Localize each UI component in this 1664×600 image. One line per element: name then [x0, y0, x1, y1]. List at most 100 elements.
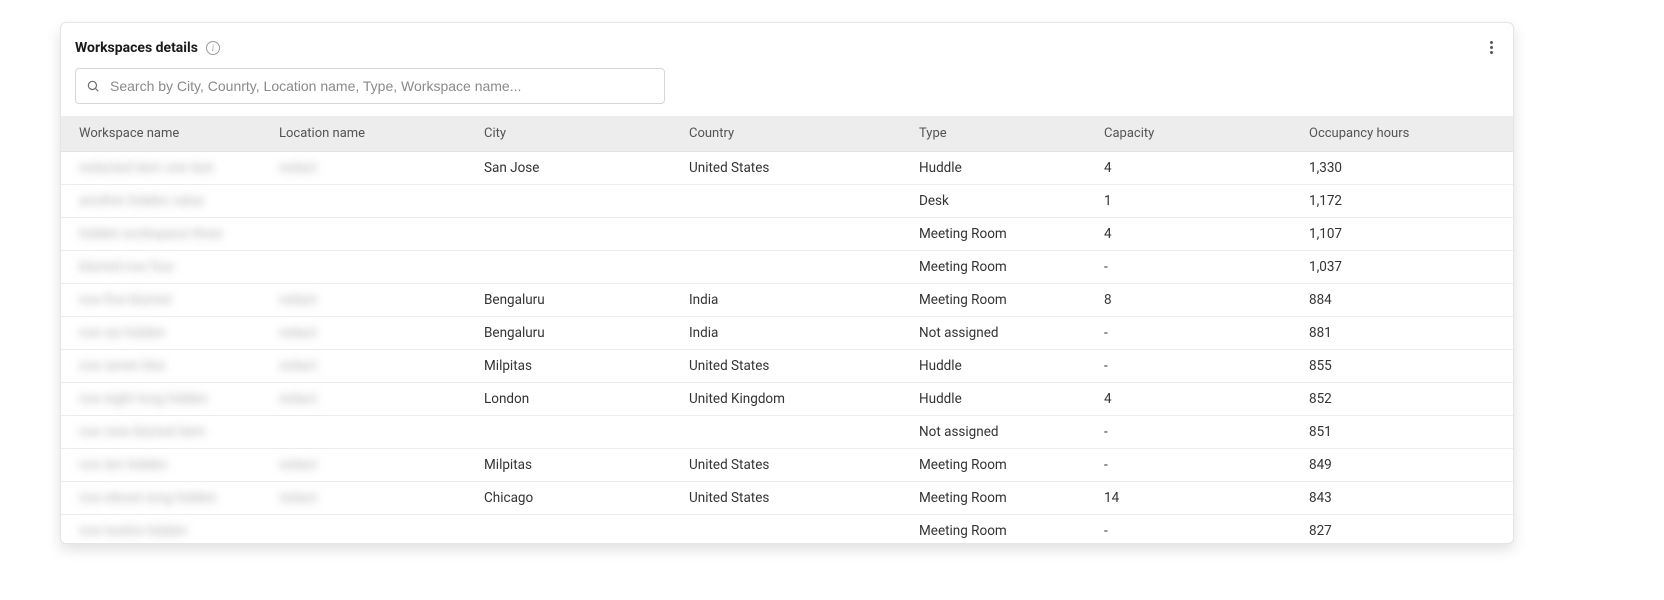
cell-type: Huddle [911, 383, 1096, 416]
col-header-occupancy-hours[interactable]: Occupancy hours [1301, 116, 1513, 152]
cell-capacity: - [1096, 251, 1301, 284]
cell-workspace-name: row twelve hidden [61, 515, 271, 545]
cell-country: United States [681, 152, 911, 185]
cell-workspace-name: hidden workspace three [61, 218, 271, 251]
cell-country [681, 416, 911, 449]
cell-country [681, 515, 911, 545]
cell-workspace-name: another hidden value [61, 185, 271, 218]
cell-capacity: - [1096, 317, 1301, 350]
workspaces-details-card: Workspaces details i Workspace name Loca… [60, 22, 1514, 544]
cell-workspace-name: blurred row four [61, 251, 271, 284]
cell-capacity: 4 [1096, 218, 1301, 251]
cell-capacity: - [1096, 416, 1301, 449]
cell-city [476, 515, 681, 545]
cell-workspace-name: row ten hidden [61, 449, 271, 482]
cell-occupancy-hours: 1,330 [1301, 152, 1513, 185]
cell-location-name [271, 515, 476, 545]
cell-workspace-name: row eleven long hidden [61, 482, 271, 515]
cell-occupancy-hours: 852 [1301, 383, 1513, 416]
table-row[interactable]: row twelve hiddenMeeting Room-827 [61, 515, 1513, 545]
card-header: Workspaces details i [61, 23, 1513, 68]
cell-type: Huddle [911, 350, 1096, 383]
cell-type: Meeting Room [911, 449, 1096, 482]
col-header-type[interactable]: Type [911, 116, 1096, 152]
cell-capacity: 4 [1096, 383, 1301, 416]
workspaces-table: Workspace name Location name City Countr… [61, 116, 1513, 544]
cell-location-name: redact [271, 350, 476, 383]
search-icon [86, 79, 100, 93]
cell-location-name [271, 416, 476, 449]
cell-type: Meeting Room [911, 515, 1096, 545]
col-header-city[interactable]: City [476, 116, 681, 152]
cell-country: United States [681, 482, 911, 515]
cell-location-name: redact [271, 383, 476, 416]
cell-type: Meeting Room [911, 482, 1096, 515]
cell-workspace-name: row six hidden [61, 317, 271, 350]
cell-workspace-name: row nine blurred item [61, 416, 271, 449]
table-header-row: Workspace name Location name City Countr… [61, 116, 1513, 152]
search-input[interactable] [110, 78, 654, 94]
kebab-menu-icon[interactable] [1484, 37, 1499, 58]
cell-occupancy-hours: 1,172 [1301, 185, 1513, 218]
table-row[interactable]: row eight long hiddenredactLondonUnited … [61, 383, 1513, 416]
col-header-workspace-name[interactable]: Workspace name [61, 116, 271, 152]
cell-location-name: redact [271, 284, 476, 317]
table-row[interactable]: hidden workspace three Meeting Room41,107 [61, 218, 1513, 251]
cell-capacity: - [1096, 350, 1301, 383]
search-box[interactable] [75, 68, 665, 104]
cell-city [476, 251, 681, 284]
cell-location-name [271, 251, 476, 284]
cell-city: Bengaluru [476, 284, 681, 317]
table-row[interactable]: row seven blurredactMilpitasUnited State… [61, 350, 1513, 383]
cell-occupancy-hours: 851 [1301, 416, 1513, 449]
cell-workspace-name: row five blurred [61, 284, 271, 317]
cell-city: Bengaluru [476, 317, 681, 350]
cell-city [476, 185, 681, 218]
cell-workspace-name: redacted item one text [61, 152, 271, 185]
cell-city: Milpitas [476, 350, 681, 383]
cell-country: India [681, 284, 911, 317]
table-row[interactable]: another hidden value Desk11,172 [61, 185, 1513, 218]
col-header-location-name[interactable]: Location name [271, 116, 476, 152]
cell-location-name [271, 218, 476, 251]
cell-country [681, 218, 911, 251]
cell-type: Desk [911, 185, 1096, 218]
cell-type: Not assigned [911, 416, 1096, 449]
cell-capacity: 14 [1096, 482, 1301, 515]
cell-country: United Kingdom [681, 383, 911, 416]
cell-occupancy-hours: 884 [1301, 284, 1513, 317]
card-title: Workspaces details [75, 40, 198, 56]
table-row[interactable]: blurred row four Meeting Room-1,037 [61, 251, 1513, 284]
cell-occupancy-hours: 855 [1301, 350, 1513, 383]
cell-occupancy-hours: 1,037 [1301, 251, 1513, 284]
table-row[interactable]: row ten hiddenredactMilpitasUnited State… [61, 449, 1513, 482]
table-row[interactable]: row eleven long hiddenredactChicagoUnite… [61, 482, 1513, 515]
cell-location-name: redact [271, 449, 476, 482]
cell-country [681, 185, 911, 218]
cell-city: Milpitas [476, 449, 681, 482]
table-row[interactable]: redacted item one textredactSan JoseUnit… [61, 152, 1513, 185]
cell-occupancy-hours: 881 [1301, 317, 1513, 350]
cell-occupancy-hours: 827 [1301, 515, 1513, 545]
cell-location-name: redact [271, 152, 476, 185]
cell-type: Meeting Room [911, 251, 1096, 284]
cell-workspace-name: row eight long hidden [61, 383, 271, 416]
col-header-country[interactable]: Country [681, 116, 911, 152]
cell-occupancy-hours: 849 [1301, 449, 1513, 482]
col-header-capacity[interactable]: Capacity [1096, 116, 1301, 152]
cell-city [476, 416, 681, 449]
cell-country: India [681, 317, 911, 350]
table-row[interactable]: row five blurredredactBengaluruIndiaMeet… [61, 284, 1513, 317]
table-row[interactable]: row nine blurred item Not assigned-851 [61, 416, 1513, 449]
cell-city: Chicago [476, 482, 681, 515]
cell-country: United States [681, 449, 911, 482]
cell-location-name [271, 185, 476, 218]
cell-capacity: 8 [1096, 284, 1301, 317]
cell-capacity: 4 [1096, 152, 1301, 185]
cell-occupancy-hours: 1,107 [1301, 218, 1513, 251]
table-row[interactable]: row six hiddenredactBengaluruIndiaNot as… [61, 317, 1513, 350]
cell-type: Meeting Room [911, 218, 1096, 251]
cell-country [681, 251, 911, 284]
cell-capacity: 1 [1096, 185, 1301, 218]
info-icon[interactable]: i [206, 41, 220, 55]
